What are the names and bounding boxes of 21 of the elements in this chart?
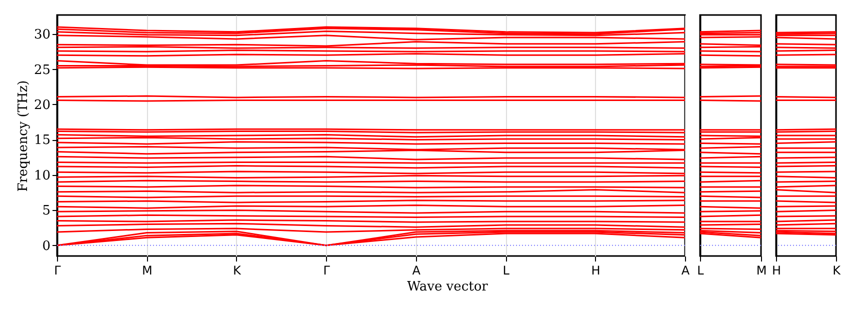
x-axis-title: Wave vector <box>407 280 489 294</box>
x-tick-label: K <box>832 264 842 278</box>
x-tick-label: A <box>681 264 690 278</box>
x-tick-label: H <box>591 264 600 278</box>
y-axis-title: Frequency (THz) <box>16 80 31 192</box>
x-tick-label: Γ <box>54 264 62 278</box>
x-tick-label: Γ <box>323 264 330 278</box>
x-tick-label: A <box>412 264 422 278</box>
y-tick-label: 0 <box>42 238 50 254</box>
y-tick-label: 20 <box>34 98 50 113</box>
x-tick-label: M <box>756 264 767 278</box>
x-tick-label: M <box>142 264 152 278</box>
x-tick-label: H <box>772 264 782 278</box>
y-tick-label: 15 <box>34 133 50 148</box>
x-tick-label: L <box>697 264 704 278</box>
x-tick-label: L <box>502 264 510 278</box>
y-tick-label: 5 <box>42 204 50 219</box>
y-tick-label: 25 <box>34 62 50 78</box>
y-tick-label: 30 <box>34 28 50 43</box>
x-tick-label: K <box>232 264 242 278</box>
y-tick-label: 10 <box>34 168 50 184</box>
